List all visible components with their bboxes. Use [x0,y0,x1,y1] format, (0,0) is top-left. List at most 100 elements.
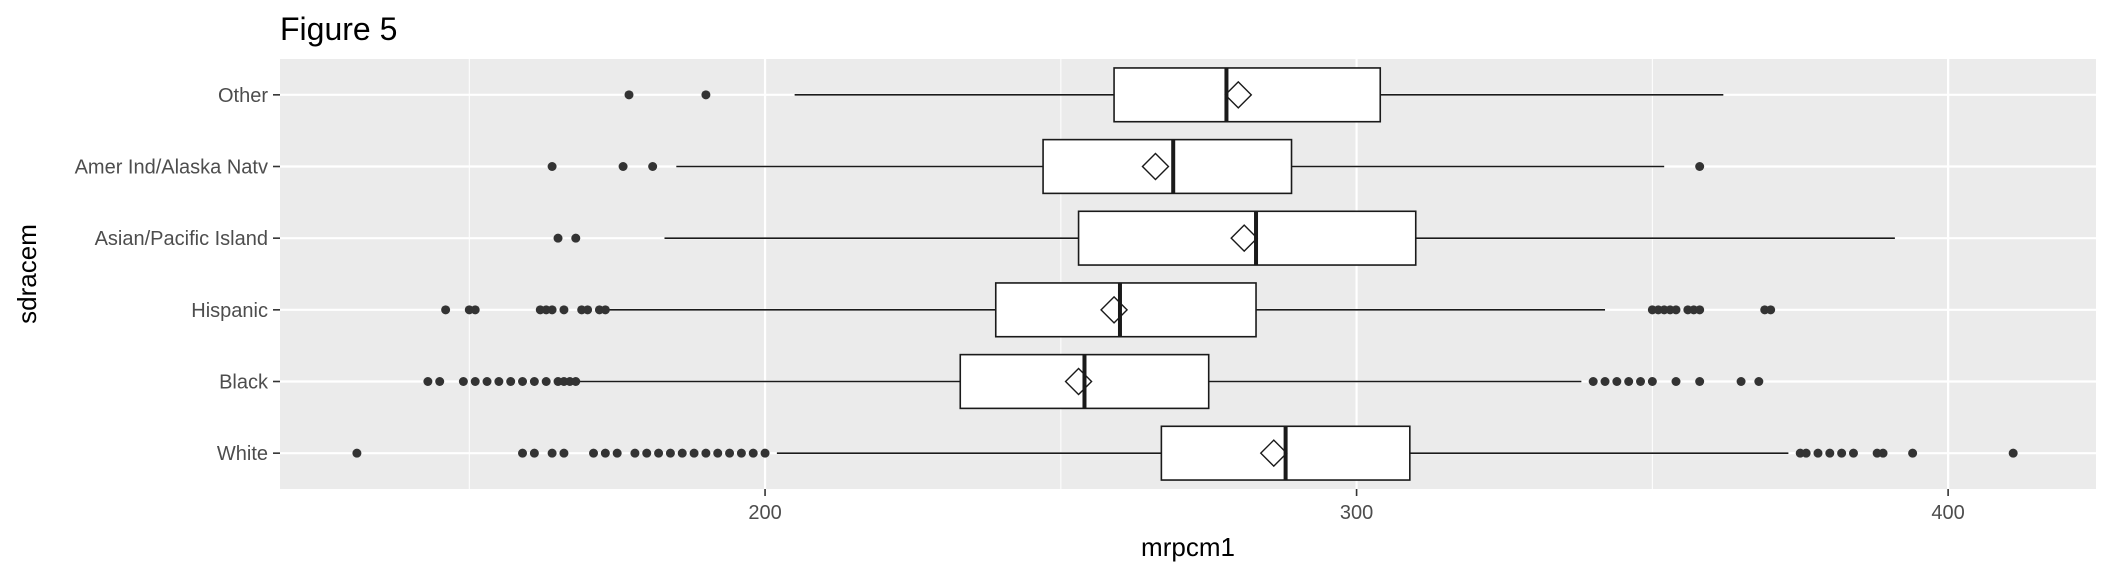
outlier-point [1878,448,1888,458]
outlier-point [482,377,492,386]
outlier-point [494,377,504,386]
outlier-point [589,448,599,458]
outlier-point [470,305,480,315]
outlier-point [600,305,610,315]
x-tick-label: 200 [748,502,781,524]
outlier-point [1671,377,1681,386]
mean-marker [1230,224,1259,253]
outlier-point [547,448,557,458]
outlier-point [2008,448,2018,458]
y-tick-label: Black [219,372,269,394]
outlier-point [1766,305,1776,315]
outlier-point [618,162,628,171]
outlier-point [559,305,569,315]
outlier-point [1695,305,1705,315]
outlier-point [529,448,539,458]
outlier-point [541,377,551,386]
box-layer [352,67,2018,481]
outlier-point [630,448,640,458]
outlier-point [701,90,711,100]
outlier-point [1612,377,1622,386]
x-tick-label: 300 [1340,502,1373,524]
box-iqr [994,282,1257,338]
y-axis: Other Amer Ind/Alaska Natv Asian/Pacific I… [75,85,280,465]
outlier-point [1624,377,1634,386]
box-black [423,353,1764,410]
outlier-point [506,377,516,386]
outlier-point [1801,448,1811,458]
outlier-point [1813,448,1823,458]
outlier-point [736,448,746,458]
outlier-point [624,90,634,100]
x-axis-title: mrpcm1 [1141,532,1235,562]
outlier-point [701,448,711,458]
y-tick-label: Other [218,85,268,107]
outlier-point [1754,377,1764,386]
mean-marker [1100,295,1129,324]
outlier-point [1695,162,1705,171]
outlier-point [612,448,622,458]
outlier-point [441,305,451,315]
x-tick-label: 400 [1931,502,1964,524]
y-tick-label: Amer Ind/Alaska Natv [75,157,268,179]
box-iqr [1113,67,1382,123]
box-hispanic [441,282,1776,338]
outlier-point [1908,448,1918,458]
box-iqr [1077,210,1417,266]
box-white [352,425,2018,481]
outlier-point [1837,448,1847,458]
outlier-point [600,448,610,458]
outlier-point [1647,377,1657,386]
box-amer-ind-alaska-natv [547,138,1705,195]
outlier-point [760,448,770,458]
outlier-point [458,377,468,386]
mean-marker [1259,439,1288,468]
outlier-point [547,162,557,171]
plot-panel [280,59,2096,489]
outlier-point [1636,377,1646,386]
outlier-point [435,377,445,386]
outlier-point [677,448,687,458]
outlier-point [518,448,528,458]
outlier-point [470,377,480,386]
y-tick-label: White [217,443,268,465]
outlier-point [352,448,362,458]
outlier-point [547,305,557,315]
outlier-point [529,377,539,386]
outlier-point [725,448,735,458]
outlier-point [1671,305,1681,315]
outlier-point [1600,377,1610,386]
box-iqr [1042,138,1293,195]
outlier-point [553,233,563,243]
mean-marker [1064,367,1093,396]
outlier-point [689,448,699,458]
x-axis: 200 300 400 [748,489,1965,524]
box-asian-pacific-island [553,210,1895,266]
outlier-point [1848,448,1858,458]
outlier-point [571,377,581,386]
box-other [624,67,1724,123]
outlier-point [642,448,652,458]
grid-minor [468,59,1653,489]
outlier-point [559,448,569,458]
outlier-point [654,448,664,458]
outlier-point [1588,377,1598,386]
outlier-point [571,233,581,243]
outlier-point [648,162,658,171]
outlier-point [665,448,675,458]
mean-marker [1141,152,1170,181]
outlier-point [423,377,433,386]
outlier-point [1825,448,1835,458]
outlier-point [518,377,528,386]
mean-marker [1224,80,1253,109]
y-tick-label: Asian/Pacific Island [95,228,268,250]
outlier-point [1736,377,1746,386]
chart-title: Figure 5 [280,11,397,47]
y-axis-title: sdracem [12,224,42,324]
outlier-point [713,448,723,458]
outlier-point [583,305,593,315]
y-tick-label: Hispanic [191,300,268,322]
outlier-point [1695,377,1705,386]
outlier-point [748,448,758,458]
